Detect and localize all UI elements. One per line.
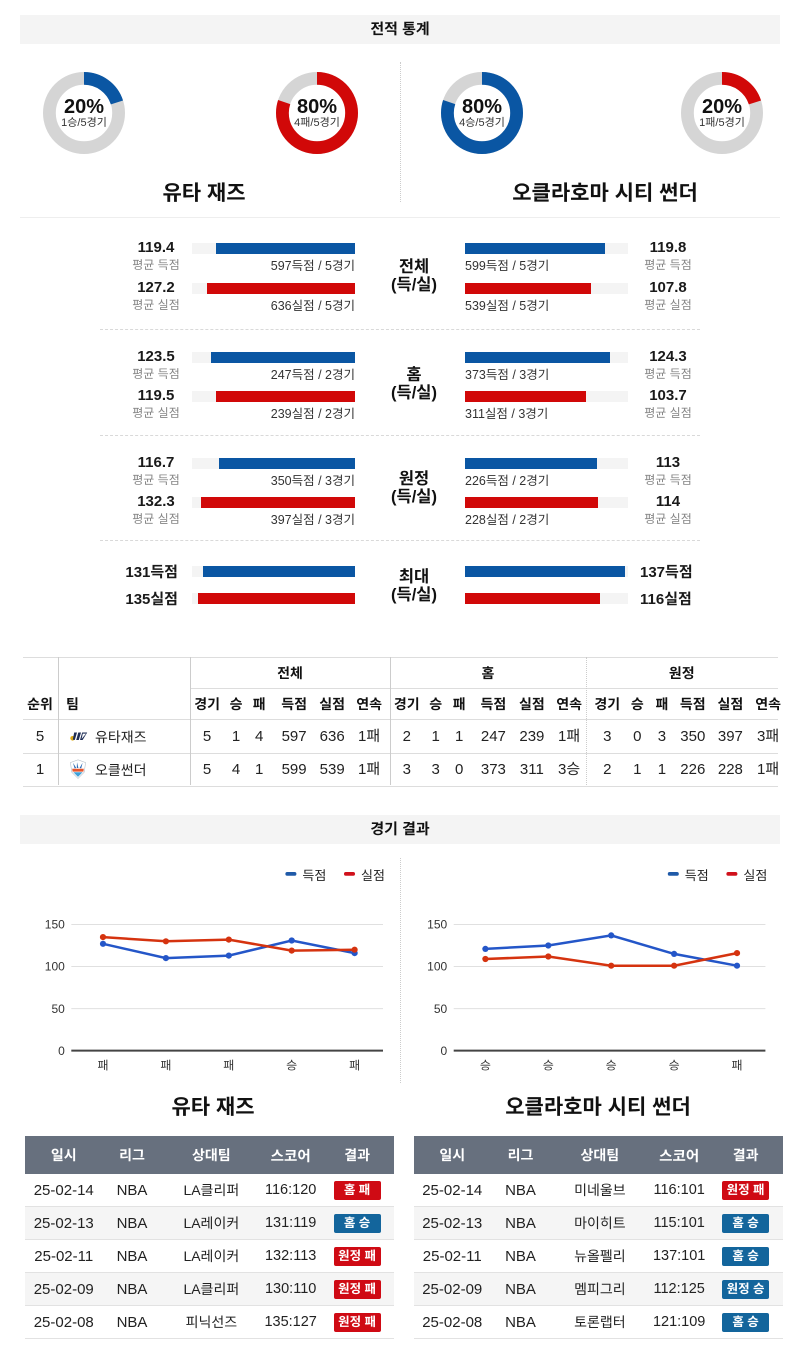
svg-text:패: 패 — [97, 1059, 108, 1073]
svg-text:승: 승 — [543, 1059, 554, 1073]
svg-text:50: 50 — [51, 1002, 65, 1016]
svg-text:승: 승 — [669, 1059, 680, 1073]
svg-text:100: 100 — [427, 960, 447, 974]
svg-text:0: 0 — [441, 1044, 448, 1058]
svg-text:150: 150 — [45, 918, 65, 932]
svg-text:150: 150 — [427, 918, 447, 932]
svg-text:패: 패 — [731, 1059, 742, 1073]
svg-text:득점: 득점 — [302, 868, 326, 883]
svg-text:패: 패 — [160, 1059, 171, 1073]
svg-text:승: 승 — [286, 1059, 297, 1073]
svg-text:승: 승 — [606, 1059, 617, 1073]
svg-text:패: 패 — [349, 1059, 360, 1073]
svg-text:0: 0 — [58, 1044, 65, 1058]
svg-text:50: 50 — [434, 1002, 448, 1016]
svg-text:실점: 실점 — [361, 868, 385, 883]
svg-text:승: 승 — [480, 1059, 491, 1073]
svg-text:실점: 실점 — [743, 868, 767, 883]
svg-text:100: 100 — [45, 960, 65, 974]
svg-text:득점: 득점 — [685, 868, 709, 883]
svg-text:패: 패 — [223, 1059, 234, 1073]
